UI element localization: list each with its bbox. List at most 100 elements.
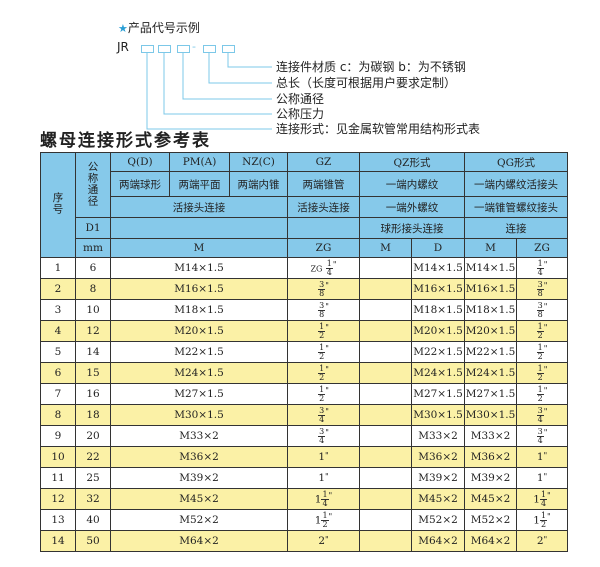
cell-no: 11	[40, 467, 76, 489]
zg-integer: 2	[318, 535, 325, 547]
cell-qg-zg: 3 8 "	[516, 299, 568, 321]
cell-qz-m	[359, 320, 412, 342]
zg-integer: 1	[318, 472, 325, 484]
cell-diameter: 16	[75, 383, 111, 405]
zg-integer: 2	[536, 535, 544, 547]
cell-m: M24×1.5	[110, 362, 288, 384]
table-row: 6 15 M24×1.5 1 2 " M24×1.5 M24×1.5 1 2 "	[40, 362, 568, 384]
header-qg-desc3: 连接	[464, 217, 568, 239]
cell-m: M30×1.5	[110, 404, 288, 426]
header-qg-zg: ZG	[516, 238, 568, 258]
table-row: 13 40 M52×2 1 1 2 " M52×2 M52×2 1 1 2 "	[40, 509, 568, 531]
cell-zg: 1 1 4 "	[287, 488, 360, 510]
zg-integer: 1	[314, 493, 322, 505]
cell-m: M20×1.5	[110, 320, 288, 342]
table-row: 4 12 M20×1.5 1 2 " M20×1.5 M20×1.5 1 2 "	[40, 320, 568, 342]
cell-qz-d: M27×1.5	[411, 383, 465, 405]
cell-diameter: 6	[75, 257, 111, 279]
cell-zg: 1 2 "	[287, 383, 360, 405]
header-d1: D1	[75, 217, 111, 239]
header-gz-blank	[287, 217, 360, 239]
cell-zg: 3 8 "	[287, 299, 360, 321]
cell-qg-m: M36×2	[464, 446, 517, 468]
cell-m: M16×1.5	[110, 278, 288, 300]
cell-qg-m: M20×1.5	[464, 320, 517, 342]
table-row: 9 20 M33×2 3 4 " M33×2 M33×2 3 4 "	[40, 425, 568, 447]
code-box-diameter	[177, 45, 190, 53]
cell-zg: 3 4 "	[287, 404, 360, 426]
cell-diameter: 15	[75, 362, 111, 384]
header-union: 活接头连接	[110, 196, 288, 218]
zg-integer: 1	[536, 472, 544, 484]
zg-integer: 1	[318, 451, 325, 463]
cell-qg-zg: 3 8 "	[516, 278, 568, 300]
header-qz-desc: 一端内螺纹	[359, 171, 465, 197]
star-icon: ★	[118, 22, 128, 35]
table-title: 螺母连接形式参考表	[40, 131, 211, 151]
header-qz-desc2: 一端外螺纹	[359, 196, 465, 218]
cell-zg: 1"	[287, 446, 360, 468]
cell-qz-m	[359, 446, 412, 468]
cell-no: 7	[40, 383, 76, 405]
zg-integer: 1	[314, 514, 322, 526]
cell-qg-m: M39×2	[464, 467, 517, 489]
heading-text: 产品代号示例	[127, 21, 200, 35]
cell-m: M18×1.5	[110, 299, 288, 321]
legend-material: 连接件材质 c：为碳钢 b：为不锈钢	[276, 60, 466, 74]
cell-qz-d: M24×1.5	[411, 362, 465, 384]
header-nzc-desc: 两端内锥	[229, 171, 288, 197]
cell-qg-zg: 2"	[516, 530, 568, 552]
code-example-heading: ★产品代号示例	[118, 19, 200, 36]
table-row: 12 32 M45×2 1 1 4 " M45×2 M45×2 1 1 4 "	[40, 488, 568, 510]
cell-no: 14	[40, 530, 76, 552]
header-gz: GZ	[287, 152, 360, 172]
cell-qz-m	[359, 530, 412, 552]
cell-qz-d: M14×1.5	[411, 257, 465, 279]
cell-diameter: 40	[75, 509, 111, 531]
cell-m: M45×2	[110, 488, 288, 510]
cell-qz-m	[359, 341, 412, 363]
table-row: 3 10 M18×1.5 3 8 " M18×1.5 M18×1.5 3 8 "	[40, 299, 568, 321]
header-nominal: 公称通径	[75, 152, 111, 218]
table-row: 7 16 M27×1.5 1 2 " M27×1.5 M27×1.5 1 2 "	[40, 383, 568, 405]
cell-no: 4	[40, 320, 76, 342]
cell-no: 2	[40, 278, 76, 300]
cell-diameter: 10	[75, 299, 111, 321]
cell-qg-m: M33×2	[464, 425, 517, 447]
table-row: 8 18 M30×1.5 3 4 " M30×1.5 M30×1.5 3 4 "	[40, 404, 568, 426]
cell-no: 1	[40, 257, 76, 279]
cell-zg: 3 8 "	[287, 278, 360, 300]
code-prefix: JR	[117, 40, 129, 54]
cell-diameter: 12	[75, 320, 111, 342]
cell-zg: ZG 1 4 "	[287, 257, 360, 279]
header-mm: mm	[75, 238, 111, 258]
cell-diameter: 22	[75, 446, 111, 468]
cell-qg-zg: 3 4 "	[516, 425, 568, 447]
cell-qz-d: M64×2	[411, 530, 465, 552]
cell-no: 12	[40, 488, 76, 510]
table-row: 1 6 M14×1.5 ZG 1 4 " M14×1.5 M14×1.5 1 4 "	[40, 257, 568, 279]
cell-qz-d: M52×2	[411, 509, 465, 531]
cell-qz-d: M33×2	[411, 425, 465, 447]
cell-qg-m: M24×1.5	[464, 362, 517, 384]
cell-zg: 1 2 "	[287, 362, 360, 384]
header-qz-desc3: 球形接头连接	[359, 217, 465, 239]
cell-zg: 1 1 2 "	[287, 509, 360, 531]
cell-qz-d: M18×1.5	[411, 299, 465, 321]
cell-qg-zg: 1 4 "	[516, 257, 568, 279]
cell-qg-m: M52×2	[464, 509, 517, 531]
cell-m: M33×2	[110, 425, 288, 447]
cell-qz-m	[359, 425, 412, 447]
zg-prefix: ZG	[310, 264, 323, 273]
cell-diameter: 32	[75, 488, 111, 510]
cell-qg-zg: 1 1 2 "	[516, 509, 568, 531]
table-row: 2 8 M16×1.5 3 8 " M16×1.5 M16×1.5 3 8 "	[40, 278, 568, 300]
cell-qz-m	[359, 362, 412, 384]
header-zg: ZG	[287, 238, 360, 258]
table-row: 5 14 M22×1.5 1 2 " M22×1.5 M22×1.5 1 2 "	[40, 341, 568, 363]
